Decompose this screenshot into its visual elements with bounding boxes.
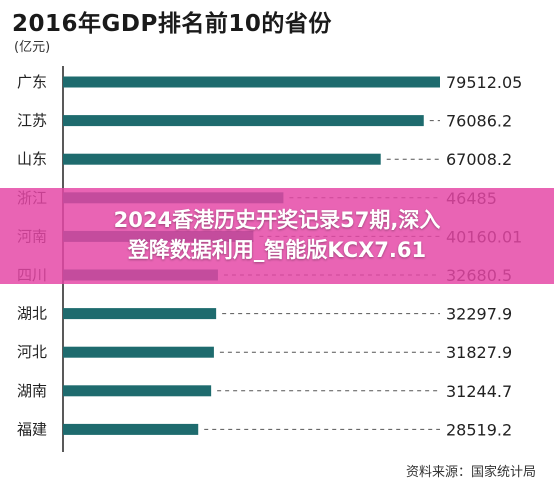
value-label: 32297.9 [446,305,512,324]
banner-line-2: 登降数据利用_智能版KCX7.61 [127,238,427,262]
bar [63,423,199,435]
bar [63,153,381,165]
category-label: 河北 [17,343,47,361]
unit-label: (亿元) [14,40,51,55]
value-label: 28519.2 [446,420,512,439]
category-label: 广东 [17,73,47,91]
chart-title: 2016年GDP排名前10的省份 [12,11,332,37]
bar [63,385,212,397]
overlay-banner: 2024香港历史开奖记录57期,深入 登降数据利用_智能版KCX7.61 [0,188,554,284]
banner-line-1: 2024香港历史开奖记录57期,深入 [113,208,441,232]
value-label: 67008.2 [446,150,512,169]
value-label: 31827.9 [446,343,512,362]
bar [63,346,214,358]
value-label: 79512.05 [446,73,522,92]
category-label: 山东 [17,150,47,168]
category-label: 福建 [17,420,47,438]
category-label: 湖北 [17,305,47,323]
value-label: 31244.7 [446,382,512,401]
category-label: 湖南 [17,382,47,400]
bar [63,308,217,320]
bar [63,115,424,127]
bar [63,76,440,88]
category-label: 江苏 [17,112,47,130]
value-label: 76086.2 [446,112,512,131]
source-note: 资料来源：国家统计局 [405,465,536,480]
